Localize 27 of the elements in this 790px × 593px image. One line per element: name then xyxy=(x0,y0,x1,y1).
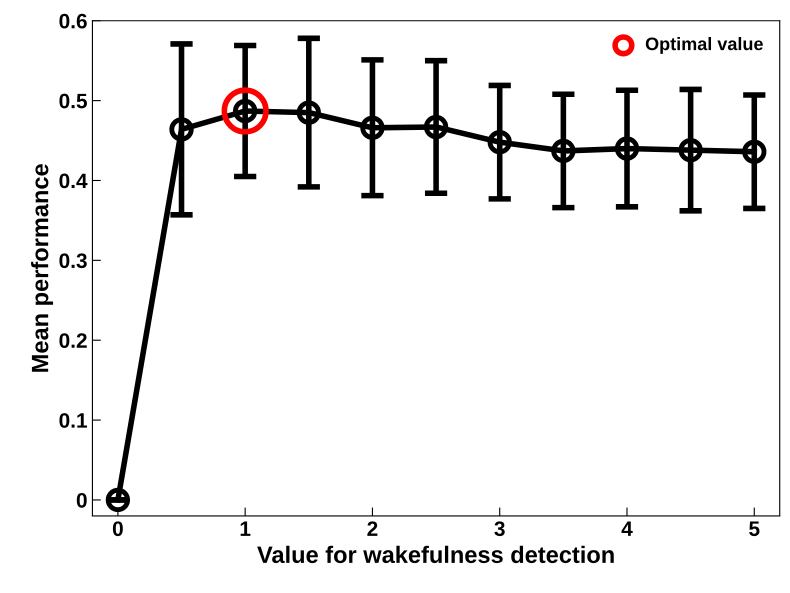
y-tick-label: 0.6 xyxy=(59,14,87,29)
point xyxy=(551,138,576,164)
x-tick-label: 0 xyxy=(112,521,123,536)
point xyxy=(222,87,269,135)
x-tick-label: 1 xyxy=(240,522,250,536)
point xyxy=(742,140,766,164)
x-tick-label: 5 xyxy=(749,522,760,536)
point xyxy=(106,488,130,512)
point xyxy=(360,116,385,140)
legend-label: Optimal value xyxy=(646,37,763,54)
x-axis-title: Value for wakefulness detection xyxy=(257,546,614,564)
y-tick-label: 0.3 xyxy=(59,253,87,268)
y-tick-label: 0 xyxy=(76,492,87,508)
y-tick-label: 0.4 xyxy=(59,173,88,188)
x-tick-label: 2 xyxy=(367,521,378,536)
point xyxy=(614,136,640,161)
y-tick-label: 0.1 xyxy=(59,413,87,428)
x-tick-label: 3 xyxy=(494,521,505,536)
y-tick-label: 0.5 xyxy=(59,94,87,108)
y-tick-label: 0.2 xyxy=(59,333,87,348)
point xyxy=(296,100,321,125)
x-tick-label: 4 xyxy=(622,522,633,536)
point xyxy=(488,130,512,154)
point xyxy=(424,114,448,140)
point xyxy=(678,138,703,162)
point xyxy=(169,117,194,142)
y-axis-title: Mean performance xyxy=(31,164,54,372)
